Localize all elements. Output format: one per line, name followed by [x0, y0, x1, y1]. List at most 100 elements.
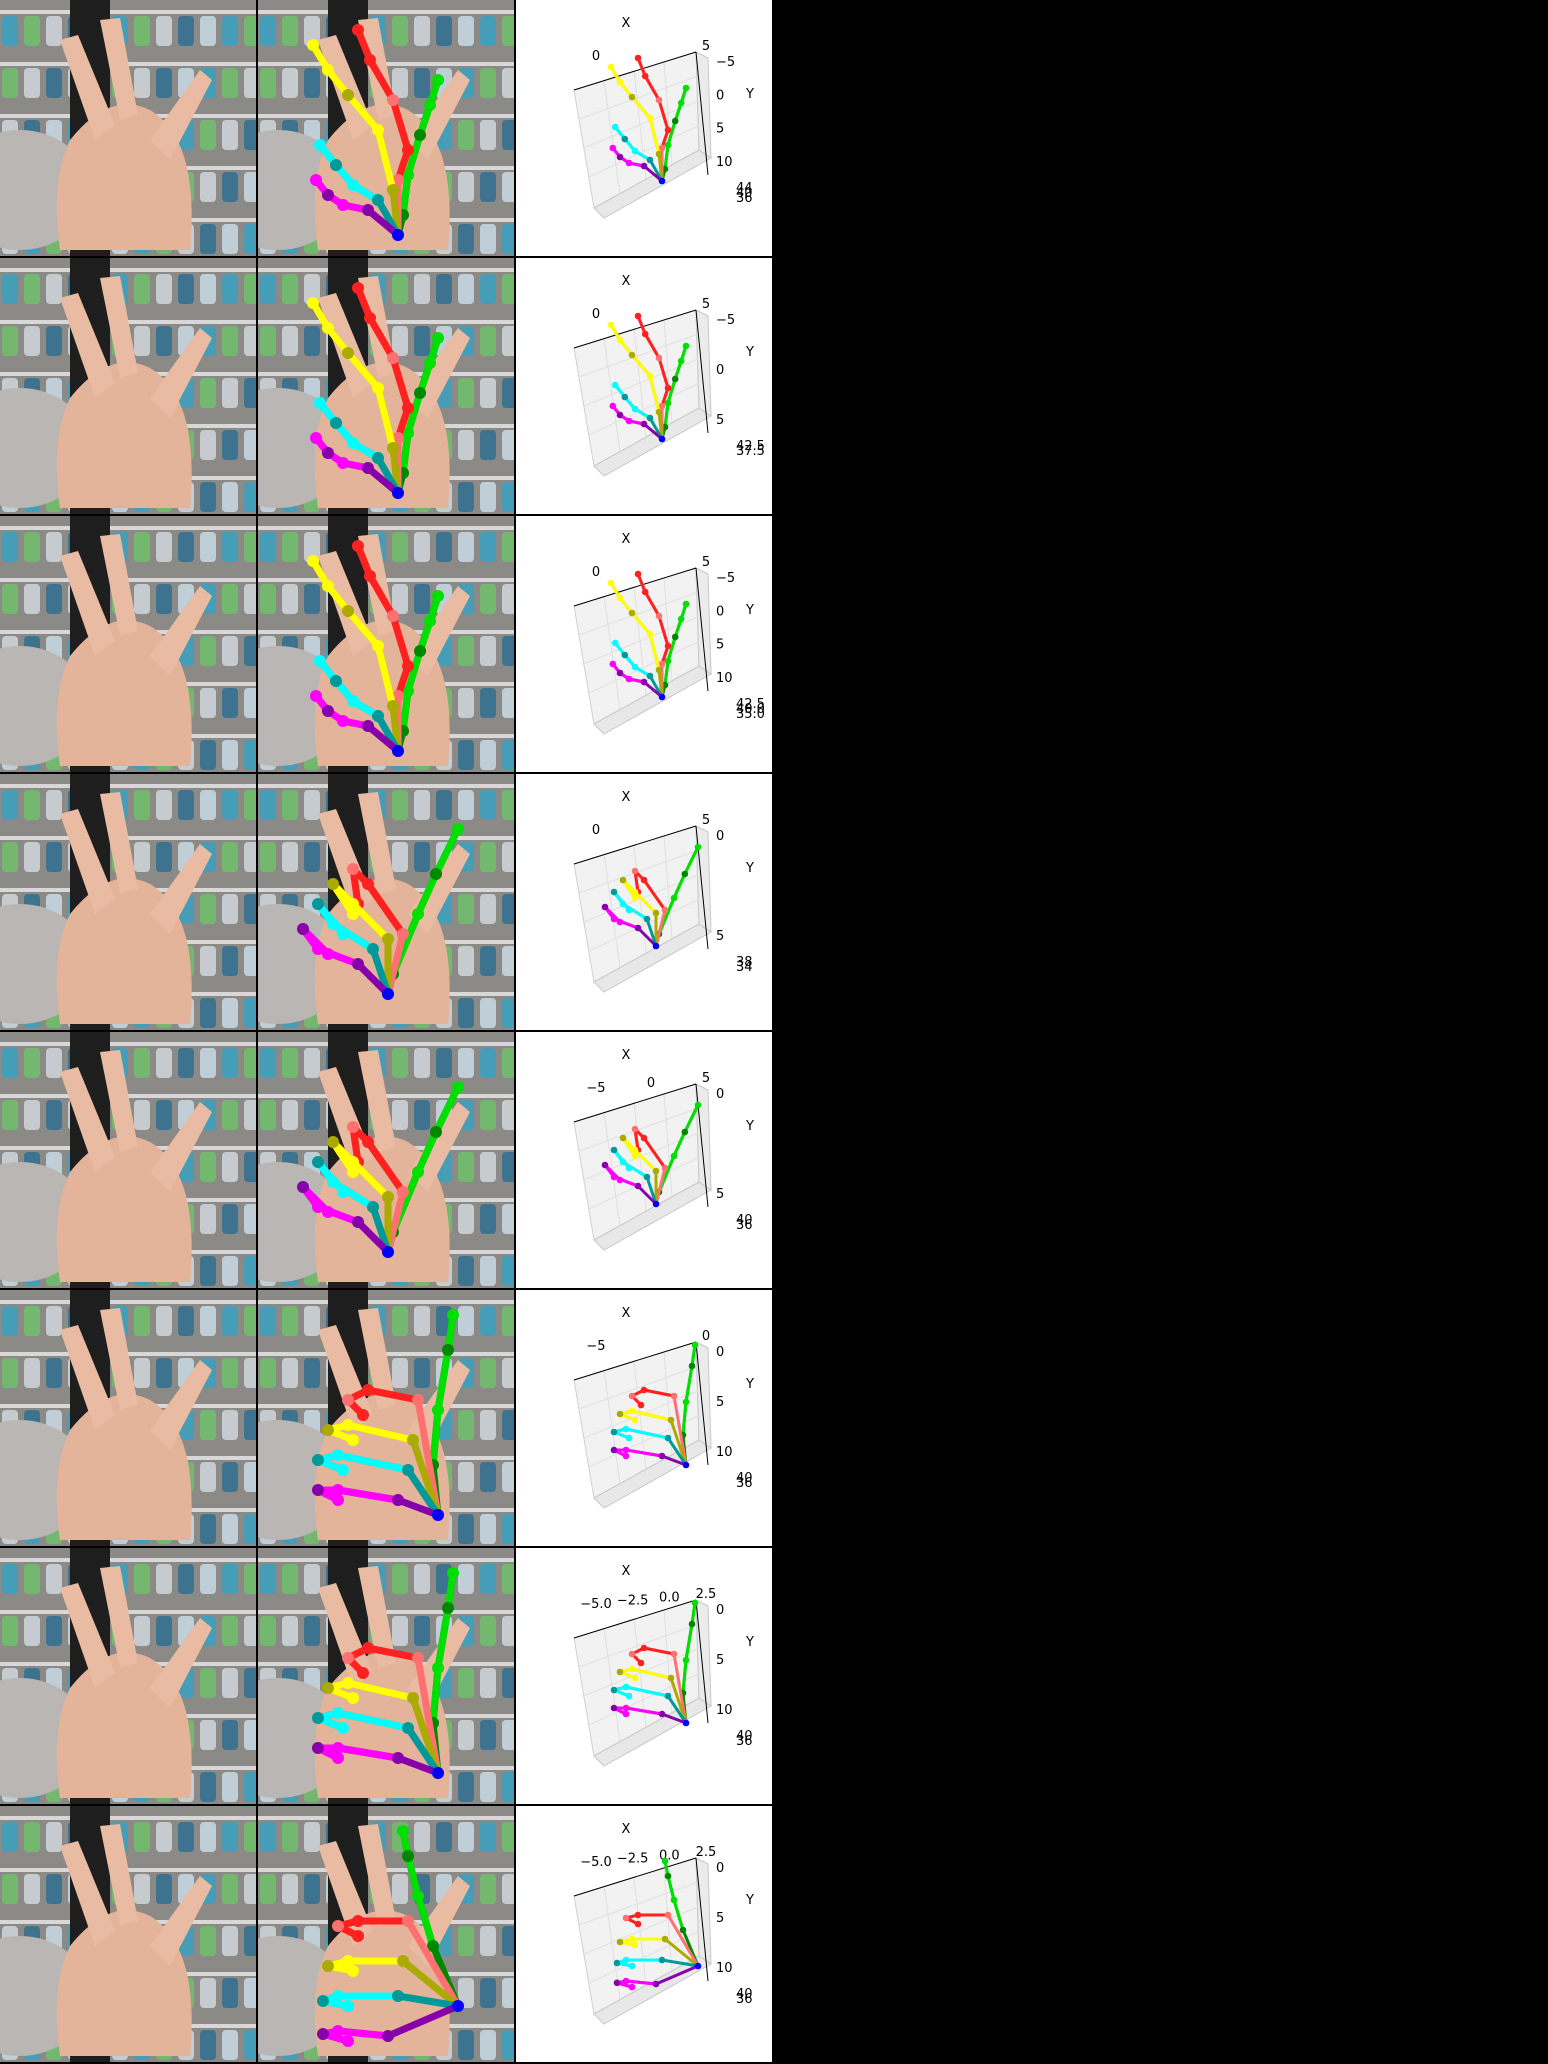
photo-2-ring-joint [330, 675, 342, 687]
plot-1-index-joint [655, 354, 663, 362]
plot-2-index-joint [658, 660, 666, 668]
shelf-can [46, 1616, 62, 1646]
shelf-can [304, 1306, 320, 1336]
plot-4-middle-joint [619, 1134, 627, 1142]
plot-2-index-joint [664, 642, 672, 650]
shelf-can [222, 2030, 238, 2060]
shelf-can [156, 842, 172, 872]
photo-7-ring-joint [392, 1990, 404, 2002]
plot-5-y-tick-label: 10 [716, 1445, 733, 1460]
shelf-can [458, 1978, 474, 2008]
photo-7-wrist-joint [452, 2000, 464, 2012]
plot-1-ring-joint [621, 393, 629, 401]
pose-3d-plot-6: X −5 0 Y 0 5 10 40 36 [516, 1290, 772, 1546]
shelf-can [200, 172, 216, 202]
shelf-can [480, 1668, 496, 1698]
photo-1-pinky-joint [322, 447, 334, 459]
shelf-can [502, 1152, 514, 1182]
plot-4-middle-joint [631, 1152, 639, 1160]
photo-5-ring-joint [332, 1449, 344, 1461]
shelf-can [222, 16, 238, 46]
shelf-can [222, 790, 238, 820]
shelf-can [222, 1616, 238, 1646]
plot-2-ring-joint [611, 639, 619, 647]
shelf-can [392, 1306, 408, 1336]
plot-1-pinky-joint [616, 411, 624, 419]
shelf-can [2, 326, 18, 356]
photo-1-middle-joint [372, 382, 384, 394]
shelf-can [502, 482, 514, 512]
shelf-can [392, 16, 408, 46]
photo-3-thumb-joint [452, 823, 464, 835]
plot-5-z-tick-label: 40 [736, 1471, 753, 1486]
photo-1-index-joint [402, 402, 414, 414]
shelf-can [480, 1772, 496, 1802]
thumb [150, 1876, 212, 1966]
shelf-can [200, 894, 216, 924]
shelf-can [480, 584, 496, 614]
pose-3d-plot-svg: X 0 5 Y −5 0 5 42.537.5 [573, 274, 765, 477]
photo-1-pinky-joint [310, 432, 322, 444]
photo-7-index-joint [352, 1915, 364, 1927]
shelf-can [502, 894, 514, 924]
shelf-can [46, 274, 62, 304]
plot-5-ring-joint [625, 1434, 633, 1442]
shelf-can [392, 1048, 408, 1078]
shelf-can [222, 1306, 238, 1336]
shelf-can [134, 326, 150, 356]
shelf-can [24, 1306, 40, 1336]
plot-3-x-tick-label: 0 [592, 823, 600, 838]
shelf-can [502, 1978, 514, 2008]
shelf-can [414, 1358, 430, 1388]
shelf-can [244, 1926, 256, 1956]
finger [100, 1566, 138, 1668]
shelf-can [458, 1720, 474, 1750]
photo-0-middle-joint [307, 39, 319, 51]
raw-photo-svg [0, 1032, 256, 1288]
photo-0-pinky-joint [310, 174, 322, 186]
finger [100, 18, 138, 120]
shelf-can [200, 1410, 216, 1440]
plot-2-x-tick-label: 5 [702, 555, 710, 570]
shelf-can [2, 1048, 18, 1078]
shelf-can [502, 172, 514, 202]
plot-5-index-joint [628, 1392, 636, 1400]
photo-0-thumb-joint [402, 169, 414, 181]
shelf-can [480, 172, 496, 202]
shelf-can [304, 1616, 320, 1646]
plot-4-skeleton [601, 1101, 702, 1208]
photo-5-middle-joint [322, 1424, 334, 1436]
plot-1-gridline [588, 383, 700, 436]
plot-2-middle-joint [646, 630, 654, 638]
photo-7-index-joint [332, 1920, 344, 1932]
plot-0-y-tick-label: −5 [716, 55, 735, 70]
plot-6-index-bone-tip [630, 1646, 676, 1665]
plot-0-x-axis-line [573, 51, 697, 91]
photo-7-index-bone-tip [334, 1917, 412, 1940]
photo-1-index-joint [392, 432, 404, 444]
shelf-can [502, 224, 514, 254]
plot-2-y-tick-label: 10 [716, 671, 733, 686]
plot-0-middle-joint [655, 150, 663, 158]
shelf-can [156, 532, 172, 562]
photo-4-pinky-joint [312, 1201, 324, 1213]
plot-6-pane-side [695, 1599, 712, 1707]
plot-6-thumb-bone-tip [681, 1601, 697, 1695]
plot-7-pinky-joint [622, 1977, 630, 1985]
photo-3-skeleton [297, 823, 464, 1000]
shelf-can [200, 636, 216, 666]
plot-3-middle-joint [619, 876, 627, 884]
plot-6-ring-joint [625, 1692, 633, 1700]
plot-0-ring-joint [611, 123, 619, 131]
plot-0-index-joint [655, 96, 663, 104]
plot-4-gridline [603, 1112, 621, 1226]
plot-1-pinky-bone-tip [611, 404, 646, 426]
plot-1-middle-joint [655, 408, 663, 416]
photo-3-index-bone-tip [349, 865, 407, 938]
shelf-can [156, 16, 172, 46]
plot-4-x-label: X [622, 1048, 631, 1063]
thumb [150, 844, 212, 934]
shelf-can [222, 326, 238, 356]
photo-2-index-joint [402, 660, 414, 672]
